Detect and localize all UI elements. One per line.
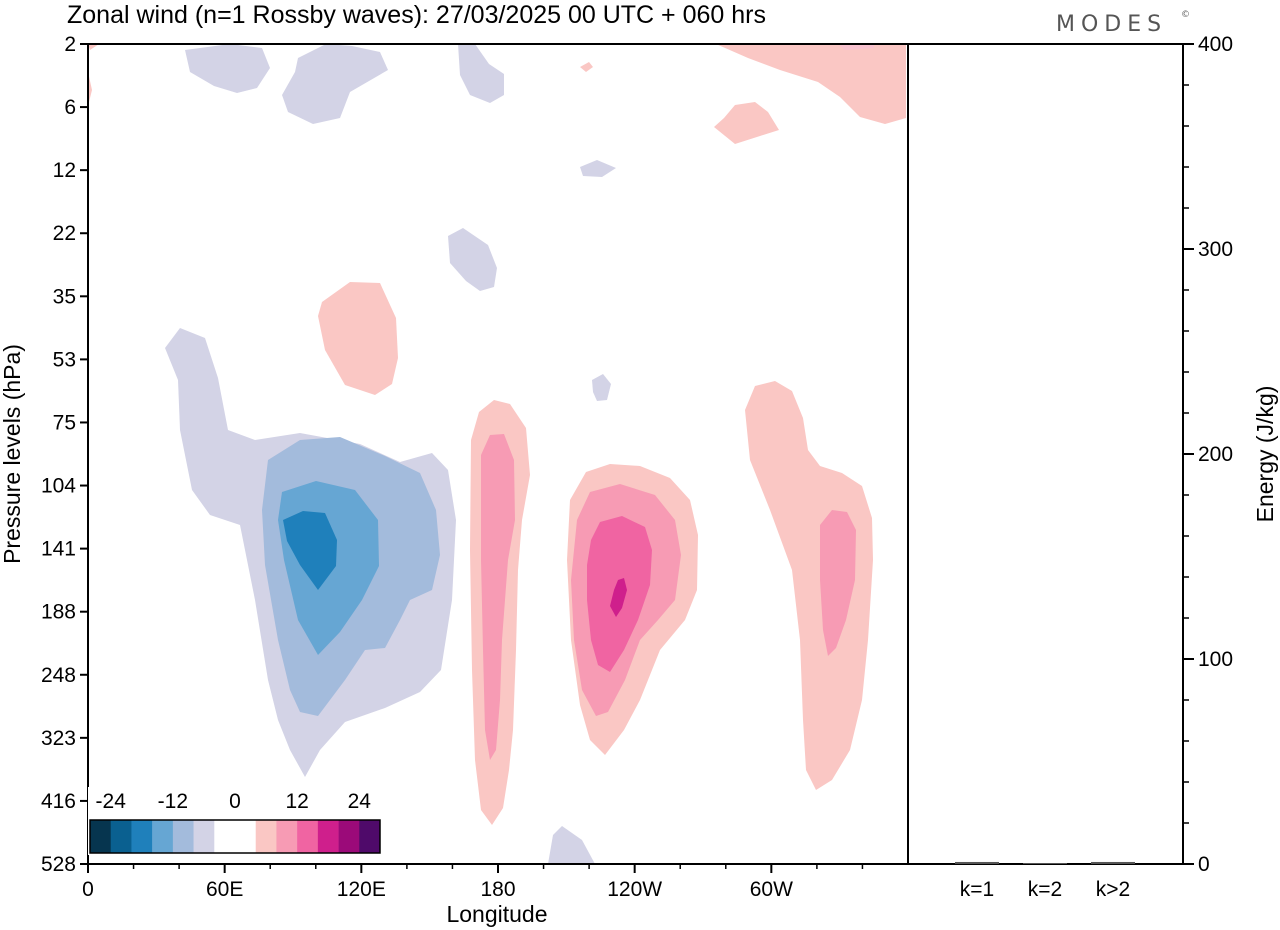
pressure-tick-label: 53: [53, 348, 76, 371]
chart-title: Zonal wind (n=1 Rossby waves): 27/03/202…: [67, 1, 766, 29]
longitude-tick-label: 0: [82, 878, 94, 901]
pressure-tick-label: 104: [41, 475, 76, 498]
contour-negative-1: [592, 374, 611, 401]
longitude-axis: 0 60E 120E 180 120W 60W: [82, 864, 864, 901]
pressure-tick-label: 323: [41, 727, 76, 750]
pressure-tick-label: 141: [41, 538, 76, 561]
colorbar-label: 12: [285, 790, 308, 813]
contour-negative-4: [283, 511, 337, 590]
pressure-tick-label: 6: [64, 96, 76, 119]
colorbar-label: 0: [229, 790, 241, 813]
colorbar-swatch: [359, 820, 381, 853]
contour-negative-1: [580, 160, 616, 177]
energy-bar-label: k>2: [1096, 878, 1130, 901]
y-axis-label: Pressure levels (hPa): [0, 344, 25, 564]
colorbar-label: 24: [348, 790, 372, 813]
energy-bars: k=1 k=2 k>2: [955, 861, 1135, 901]
colorbar-swatch: [255, 820, 277, 853]
energy-tick-label: 300: [1198, 238, 1233, 261]
energy-axis: 0 100 200 300 400: [1183, 33, 1233, 876]
longitude-tick-label: 60E: [206, 878, 243, 901]
energy-bar: [1023, 863, 1067, 864]
colorbar-frame: [89, 819, 381, 854]
contour-negative-1: [448, 228, 497, 291]
colorbar-swatch: [131, 820, 153, 853]
pressure-tick-label: 248: [41, 664, 76, 687]
colorbar-swatch: [297, 820, 319, 853]
contour-positive-4: [610, 578, 627, 617]
x-axis-label: Longitude: [446, 901, 547, 927]
colorbar-swatch: [276, 820, 298, 853]
colorbar-swatch: [214, 820, 236, 853]
contour-positive-1: [714, 102, 779, 144]
colorbar-swatch: [317, 820, 339, 853]
colorbar-swatch: [193, 820, 215, 853]
contour-positive-2: [820, 510, 856, 656]
pressure-tick-label: 12: [53, 159, 76, 182]
contour-negative-1: [548, 826, 595, 864]
pressure-tick-label: 188: [41, 601, 76, 624]
energy-bar-label: k=2: [1028, 878, 1062, 901]
pressure-tick-label: 528: [41, 853, 76, 876]
contour-positive-1: [88, 44, 99, 50]
contour-positive-1: [745, 381, 873, 790]
contour-positive-2: [838, 44, 874, 50]
energy-bar: [1091, 861, 1135, 864]
energy-tick-label: 400: [1198, 33, 1233, 56]
pressure-tick-label: 35: [53, 285, 76, 308]
colorbar-legend: -24 -12 0 12 24: [88, 787, 382, 855]
pressure-tick-label: 2: [64, 33, 76, 56]
contour-negative-1: [185, 44, 270, 93]
modes-logo: MODES: [1056, 12, 1167, 37]
colorbar-swatch: [152, 820, 174, 853]
pressure-tick-label: 416: [41, 790, 76, 813]
longitude-tick-label: 120W: [607, 878, 662, 901]
energy-bar: [955, 861, 999, 864]
contour-negative-1: [458, 44, 504, 103]
energy-tick-label: 0: [1198, 853, 1210, 876]
colorbar-label: -12: [158, 790, 188, 813]
pressure-tick-label: 75: [53, 411, 76, 434]
pressure-axis: 2 6 12 22 35 53 75 104 141 188 248 323 416 528: [41, 33, 88, 876]
energy-tick-label: 100: [1198, 648, 1233, 671]
colorbar-swatch: [235, 820, 257, 853]
contour-negative-1: [282, 44, 388, 124]
energy-tick-label: 200: [1198, 443, 1233, 466]
colorbar-label: -24: [96, 790, 127, 813]
contour-positive-1: [580, 62, 593, 72]
colorbar-swatch: [90, 820, 112, 853]
colorbar-swatch: [338, 820, 360, 853]
pressure-tick-label: 22: [53, 222, 76, 245]
colorbar-swatch: [172, 820, 194, 853]
longitude-tick-label: 60W: [750, 878, 793, 901]
contour-positive-1: [716, 44, 906, 124]
logo-registered-mark: ©: [1181, 10, 1190, 20]
contour-positive-2: [481, 434, 515, 760]
longitude-tick-label: 120E: [337, 878, 386, 901]
longitude-tick-label: 180: [480, 878, 515, 901]
energy-axis-label: Energy (J/kg): [1252, 386, 1278, 523]
energy-bar-label: k=1: [960, 878, 994, 901]
colorbar-swatch: [110, 820, 132, 853]
contour-field: [88, 44, 906, 864]
contour-positive-1: [318, 282, 398, 395]
